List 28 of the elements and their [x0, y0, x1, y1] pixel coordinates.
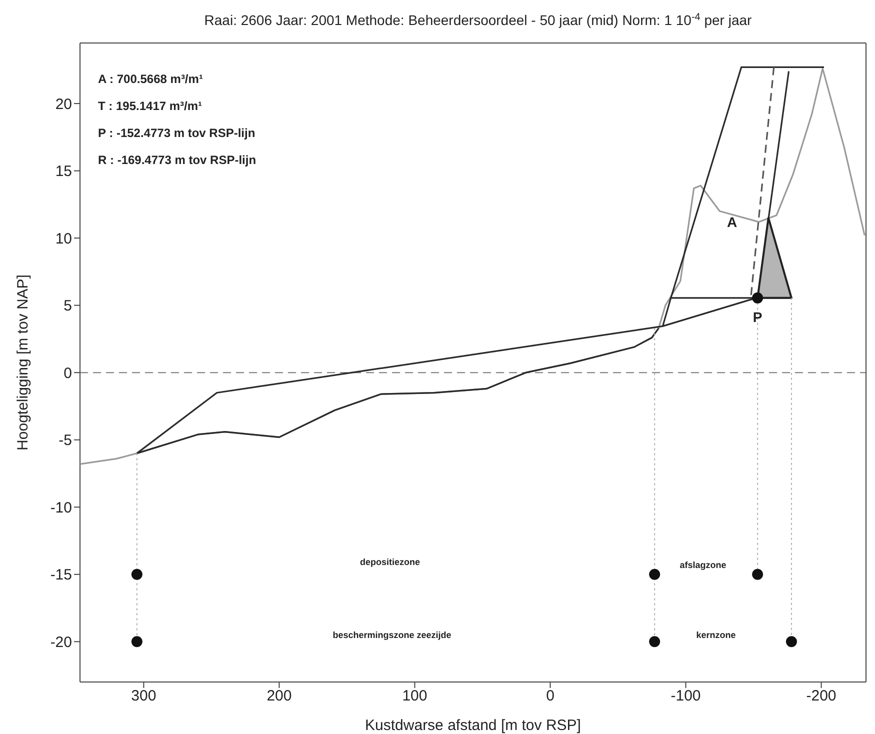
x-tick-label: 200 [266, 688, 292, 705]
y-tick-label: 5 [64, 298, 72, 315]
chart-title: Raai: 2606 Jaar: 2001 Methode: Beheerdersoordeel - 50 jaar (mid) Norm: 1 10$^{-4}$ per jaar [204, 12, 752, 28]
x-axis-title: Kustdwarse afstand [m tov RSP] [365, 717, 581, 734]
y-tick-label: -10 [50, 499, 72, 516]
annotation: beschermingszone zeezijde [332, 630, 452, 640]
annotation: T : 195.1417 m³/m¹ [98, 98, 204, 115]
annotation: afslagzone [680, 560, 726, 570]
y-tick-label: 20 [55, 96, 72, 113]
x-tick-label: 300 [131, 688, 156, 705]
annotation: R : -169.4773 m tov RSP-lijn [98, 152, 256, 169]
annotation: depositiezone [360, 557, 420, 567]
annotation: P [752, 308, 762, 325]
annotation: A : 700.5668 m³/m¹ [98, 71, 204, 88]
x-tick-label: -100 [670, 688, 701, 705]
x-tick-label: -200 [806, 688, 836, 705]
y-tick-label: -5 [58, 432, 72, 450]
y-tick-label: 0 [64, 364, 72, 382]
annotation: kernzone [696, 630, 736, 640]
y-tick-label: 10 [55, 230, 72, 248]
y-tick-label: -20 [50, 634, 72, 651]
x-tick-label: 100 [402, 688, 428, 705]
y-tick-label: -15 [50, 566, 72, 584]
annotation: A [726, 214, 738, 230]
y-tick-label: 15 [55, 163, 72, 180]
x-tick-label: 0 [546, 688, 554, 705]
annotation: P : -152.4773 m tov RSP-lijn [98, 125, 256, 142]
y-axis-title: Hoogteligging [m tov NAP] [14, 274, 32, 450]
